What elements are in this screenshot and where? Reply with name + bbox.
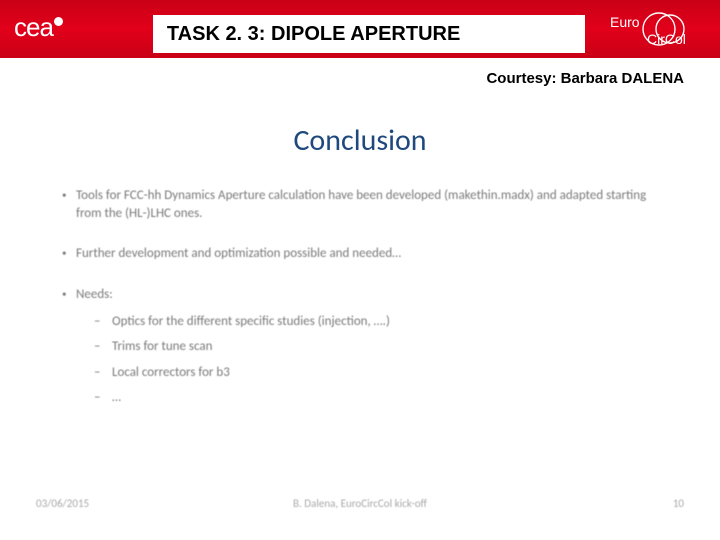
cea-logo-text: cea [14, 12, 53, 43]
footer-center: B. Dalena, EuroCircCol kick-off [293, 497, 427, 510]
bullet-tools: Tools for FCC-hh Dynamics Aperture calcu… [62, 187, 658, 223]
cea-logo-dot [54, 17, 63, 26]
cea-logo: cea [14, 12, 63, 43]
footer-date: 03/06/2015 [36, 497, 89, 510]
courtesy-text: Courtesy: Barbara DALENA [486, 70, 684, 87]
content-area: Tools for FCC-hh Dynamics Aperture calcu… [62, 187, 658, 408]
footer-page: 10 [673, 497, 684, 510]
conclusion-title: Conclusion [0, 122, 720, 159]
bullet-needs: Needs: [62, 286, 658, 304]
eurocircol-logo: Euro CirCol [597, 8, 702, 50]
sub-bullet-ellipsis: … [94, 388, 658, 408]
sub-bullet-correctors: Local correctors for b3 [94, 363, 658, 383]
eurocircol-top: Euro [610, 14, 640, 30]
title-area: TASK 2. 3: DIPOLE APERTURE [153, 15, 585, 53]
header-bar: cea TASK 2. 3: DIPOLE APERTURE Euro CirC… [0, 0, 720, 58]
sub-bullet-trims: Trims for tune scan [94, 337, 658, 357]
eurocircol-bottom: CirCol [647, 31, 686, 47]
bullet-development: Further development and optimization pos… [62, 245, 658, 263]
footer: 03/06/2015 B. Dalena, EuroCircCol kick-o… [0, 497, 720, 510]
slide-title: TASK 2. 3: DIPOLE APERTURE [167, 23, 460, 46]
sub-bullet-optics: Optics for the different specific studie… [94, 312, 658, 332]
